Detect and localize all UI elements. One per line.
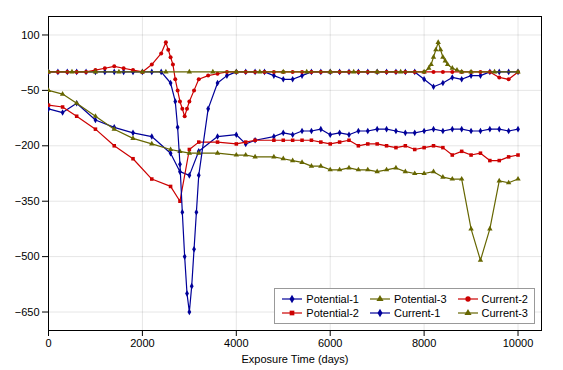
svg-text:0: 0	[45, 337, 51, 349]
svg-text:−50: −50	[21, 84, 40, 96]
html-text:Current-1: Current-1	[393, 307, 441, 319]
svg-text:100: 100	[21, 28, 39, 40]
svg-text:8000: 8000	[412, 337, 436, 349]
svg-text:10000: 10000	[503, 337, 534, 349]
svg-text:4000: 4000	[224, 337, 248, 349]
svg-text:−650: −650	[15, 306, 40, 318]
svg-text:2000: 2000	[130, 337, 154, 349]
svg-text:−350: −350	[15, 195, 40, 207]
html-text:Current-2: Current-2	[481, 293, 528, 305]
svg-text:Exposure Time (days): Exposure Time (days)	[242, 353, 349, 365]
svg-text:6000: 6000	[318, 337, 342, 349]
svg-text:−500: −500	[15, 250, 40, 262]
html-text:Current-3: Current-3	[481, 307, 528, 319]
html-text:Potential-2: Potential-2	[306, 307, 359, 319]
html-text:Potential-1: Potential-1	[306, 293, 359, 305]
html-text:Potential-3: Potential-3	[393, 293, 447, 305]
svg-text:−200: −200	[15, 139, 40, 151]
